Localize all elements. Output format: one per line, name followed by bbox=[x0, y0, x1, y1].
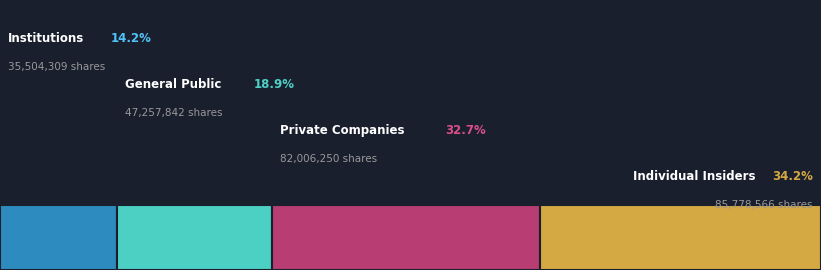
Text: Private Companies: Private Companies bbox=[280, 124, 405, 137]
Text: 32.7%: 32.7% bbox=[445, 124, 485, 137]
Text: 47,257,842 shares: 47,257,842 shares bbox=[125, 108, 222, 118]
Bar bbox=[117, 205, 272, 270]
Bar bbox=[540, 205, 821, 270]
Text: 35,504,309 shares: 35,504,309 shares bbox=[8, 62, 105, 72]
Text: Individual Insiders: Individual Insiders bbox=[634, 170, 756, 183]
Text: 85,778,566 shares: 85,778,566 shares bbox=[715, 200, 813, 210]
Bar bbox=[0, 205, 117, 270]
Text: 34.2%: 34.2% bbox=[772, 170, 813, 183]
Text: General Public: General Public bbox=[125, 78, 221, 91]
Text: 82,006,250 shares: 82,006,250 shares bbox=[280, 154, 377, 164]
Bar bbox=[272, 205, 540, 270]
Text: Institutions: Institutions bbox=[8, 32, 85, 45]
Text: 18.9%: 18.9% bbox=[253, 78, 294, 91]
Text: 14.2%: 14.2% bbox=[111, 32, 152, 45]
